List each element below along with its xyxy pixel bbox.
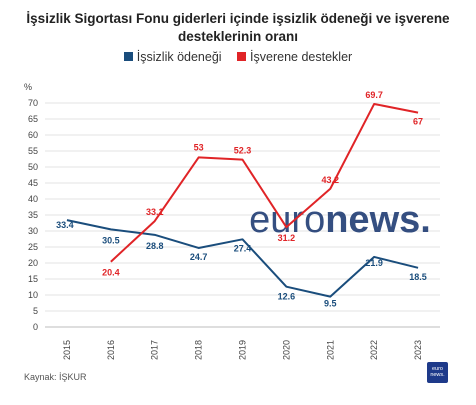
data-label: 52.3 [234, 146, 252, 156]
legend-label-employer-support: İşverene destekler [250, 50, 353, 64]
data-label: 67 [413, 117, 423, 127]
data-label: 24.7 [190, 252, 208, 262]
data-label: 9.5 [324, 299, 337, 309]
y-tick-label: 45 [28, 178, 38, 188]
y-axis-label: % [24, 82, 32, 92]
x-tick-label: 2019 [238, 340, 248, 360]
legend: İşsizlik ödeneği İşverene destekler [0, 50, 476, 64]
series-line-employer-support [110, 102, 419, 263]
x-tick-label: 2023 [413, 340, 423, 360]
legend-label-unemployment-benefit: İşsizlik ödeneği [136, 50, 222, 64]
y-tick-label: 25 [28, 242, 38, 252]
data-label: 53 [194, 142, 204, 152]
chart-title-line-1: İşsizlik Sigortası Fonu giderleri içinde… [26, 11, 450, 26]
legend-swatch-employer-support [237, 52, 247, 61]
y-tick-label: 10 [28, 290, 38, 300]
data-label: 28.8 [146, 241, 164, 251]
series-line-unemployment-benefit [66, 219, 419, 298]
x-tick-label: 2020 [281, 340, 291, 360]
x-tick-label: 2021 [325, 340, 335, 360]
legend-item-employer-support: İşverene destekler [237, 50, 352, 64]
data-label: 33.1 [146, 207, 164, 217]
chart-title: İşsizlik Sigortası Fonu giderleri içinde… [0, 10, 476, 46]
data-label: 20.4 [102, 268, 120, 278]
legend-item-unemployment-benefit: İşsizlik ödeneği [123, 50, 222, 64]
x-tick-label: 2015 [62, 340, 72, 360]
y-tick-label: 50 [28, 162, 38, 172]
y-tick-label: 20 [28, 258, 38, 268]
chart-title-line-2: desteklerinin oranı [177, 29, 299, 44]
data-label: 21.9 [365, 258, 383, 268]
x-tick-label: 2016 [106, 340, 116, 360]
data-label: 30.5 [102, 235, 120, 245]
x-tick-label: 2017 [150, 340, 160, 360]
y-tick-label: 15 [28, 274, 38, 284]
data-label: 69.7 [365, 90, 383, 100]
y-tick-label: 0 [33, 322, 38, 332]
source-text: Kaynak: İŞKUR [24, 372, 87, 382]
y-tick-label: 35 [28, 210, 38, 220]
euronews-logo-badge: euro news. [427, 362, 448, 383]
data-label: 18.5 [409, 272, 427, 282]
y-tick-label: 60 [28, 130, 38, 140]
y-tick-label: 65 [28, 114, 38, 124]
y-tick-label: 70 [28, 98, 38, 108]
x-tick-label: 2018 [194, 340, 204, 360]
x-tick-label: 2022 [369, 340, 379, 360]
data-label: 33.4 [56, 220, 74, 230]
data-label: 12.6 [278, 292, 296, 302]
y-tick-label: 40 [28, 194, 38, 204]
data-label: 27.4 [234, 243, 252, 253]
legend-swatch-unemployment-benefit [123, 52, 133, 61]
euronews-watermark: euronews. [249, 199, 431, 241]
y-tick-label: 55 [28, 146, 38, 156]
y-tick-label: 30 [28, 226, 38, 236]
y-tick-label: 5 [33, 306, 38, 316]
data-label: 43.2 [322, 175, 340, 185]
data-label: 31.2 [278, 233, 296, 243]
